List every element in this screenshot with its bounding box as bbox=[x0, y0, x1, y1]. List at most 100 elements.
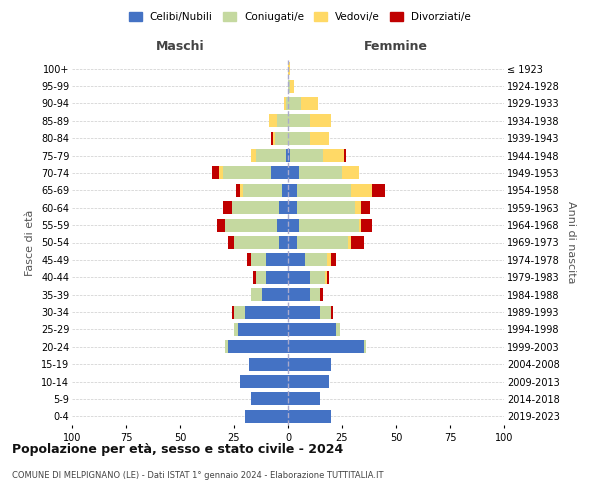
Bar bbox=[310, 114, 331, 128]
Bar bbox=[266, 270, 288, 284]
Bar bbox=[275, 132, 288, 144]
Bar bbox=[331, 306, 334, 318]
Bar bbox=[288, 410, 331, 423]
Bar bbox=[251, 254, 266, 266]
Bar bbox=[320, 288, 323, 301]
Bar bbox=[331, 254, 335, 266]
Bar bbox=[223, 201, 232, 214]
Bar bbox=[238, 323, 288, 336]
Bar bbox=[296, 201, 355, 214]
Bar bbox=[234, 323, 238, 336]
Bar bbox=[299, 166, 342, 179]
Bar bbox=[256, 270, 266, 284]
Bar bbox=[223, 166, 271, 179]
Bar bbox=[277, 114, 288, 128]
Bar bbox=[359, 218, 361, 232]
Bar bbox=[284, 97, 286, 110]
Bar bbox=[361, 201, 370, 214]
Bar bbox=[327, 254, 331, 266]
Bar bbox=[251, 392, 288, 406]
Bar bbox=[301, 97, 318, 110]
Bar bbox=[245, 306, 288, 318]
Bar bbox=[277, 218, 288, 232]
Y-axis label: Fasce di età: Fasce di età bbox=[25, 210, 35, 276]
Text: Femmine: Femmine bbox=[364, 40, 428, 52]
Text: Maschi: Maschi bbox=[155, 40, 205, 52]
Bar bbox=[288, 166, 299, 179]
Bar bbox=[288, 375, 329, 388]
Bar bbox=[241, 184, 242, 197]
Bar bbox=[344, 149, 346, 162]
Bar bbox=[310, 270, 325, 284]
Bar bbox=[226, 218, 277, 232]
Bar bbox=[234, 236, 280, 249]
Bar bbox=[219, 166, 223, 179]
Bar bbox=[349, 236, 350, 249]
Bar bbox=[269, 114, 277, 128]
Bar bbox=[335, 323, 340, 336]
Bar bbox=[320, 306, 331, 318]
Bar bbox=[247, 254, 251, 266]
Bar bbox=[288, 149, 290, 162]
Bar bbox=[288, 62, 290, 75]
Bar bbox=[288, 80, 290, 92]
Bar bbox=[288, 201, 296, 214]
Bar bbox=[226, 340, 227, 353]
Bar bbox=[234, 306, 245, 318]
Bar bbox=[245, 410, 288, 423]
Bar bbox=[299, 218, 359, 232]
Bar bbox=[273, 132, 275, 144]
Bar bbox=[288, 132, 310, 144]
Bar bbox=[280, 236, 288, 249]
Bar bbox=[355, 201, 361, 214]
Bar bbox=[288, 184, 296, 197]
Bar bbox=[350, 184, 372, 197]
Bar bbox=[251, 288, 262, 301]
Bar bbox=[290, 149, 323, 162]
Bar bbox=[288, 306, 320, 318]
Bar bbox=[296, 184, 350, 197]
Bar bbox=[288, 114, 310, 128]
Bar bbox=[288, 288, 310, 301]
Bar bbox=[372, 184, 385, 197]
Bar bbox=[323, 149, 344, 162]
Bar bbox=[361, 218, 372, 232]
Bar bbox=[242, 184, 281, 197]
Bar bbox=[296, 236, 349, 249]
Bar bbox=[350, 236, 364, 249]
Bar bbox=[288, 254, 305, 266]
Bar bbox=[288, 97, 301, 110]
Bar bbox=[236, 184, 241, 197]
Bar bbox=[249, 358, 288, 370]
Bar bbox=[286, 149, 288, 162]
Bar bbox=[217, 218, 226, 232]
Bar bbox=[288, 340, 364, 353]
Bar bbox=[271, 132, 273, 144]
Bar bbox=[256, 149, 286, 162]
Bar bbox=[262, 288, 288, 301]
Bar bbox=[253, 270, 256, 284]
Bar bbox=[251, 149, 256, 162]
Bar bbox=[212, 166, 219, 179]
Bar bbox=[227, 340, 288, 353]
Bar bbox=[327, 270, 329, 284]
Bar bbox=[290, 80, 295, 92]
Bar bbox=[232, 306, 234, 318]
Bar bbox=[325, 270, 327, 284]
Bar bbox=[364, 340, 366, 353]
Bar bbox=[288, 392, 320, 406]
Bar bbox=[288, 236, 296, 249]
Bar bbox=[286, 97, 288, 110]
Bar bbox=[227, 236, 234, 249]
Bar bbox=[305, 254, 327, 266]
Bar bbox=[241, 375, 288, 388]
Bar bbox=[288, 323, 335, 336]
Bar bbox=[342, 166, 359, 179]
Y-axis label: Anni di nascita: Anni di nascita bbox=[566, 201, 577, 284]
Bar bbox=[288, 358, 331, 370]
Bar bbox=[288, 218, 299, 232]
Bar bbox=[310, 132, 329, 144]
Bar bbox=[280, 201, 288, 214]
Legend: Celibi/Nubili, Coniugati/e, Vedovi/e, Divorziati/e: Celibi/Nubili, Coniugati/e, Vedovi/e, Di… bbox=[125, 8, 475, 26]
Bar bbox=[232, 201, 280, 214]
